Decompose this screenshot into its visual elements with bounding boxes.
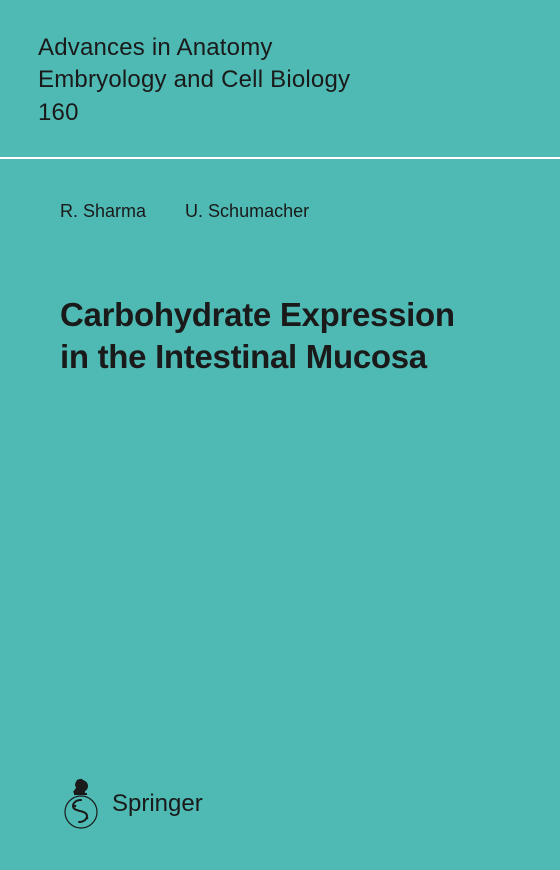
- title-block: Carbohydrate Expression in the Intestina…: [0, 222, 560, 378]
- series-volume: 160: [38, 97, 522, 129]
- series-title-line1: Advances in Anatomy: [38, 32, 522, 64]
- book-cover: Advances in Anatomy Embryology and Cell …: [0, 0, 560, 870]
- title-line1: Carbohydrate Expression: [60, 294, 522, 336]
- series-header: Advances in Anatomy Embryology and Cell …: [0, 0, 560, 157]
- series-title-line2: Embryology and Cell Biology: [38, 64, 522, 96]
- author-1: R. Sharma: [60, 201, 146, 222]
- publisher-block: Springer: [60, 778, 203, 830]
- springer-horse-icon: [60, 778, 102, 830]
- publisher-name: Springer: [112, 790, 203, 818]
- title-line2: in the Intestinal Mucosa: [60, 336, 522, 378]
- author-2: U. Schumacher: [185, 201, 309, 222]
- authors-block: R. Sharma U. Schumacher: [0, 159, 560, 222]
